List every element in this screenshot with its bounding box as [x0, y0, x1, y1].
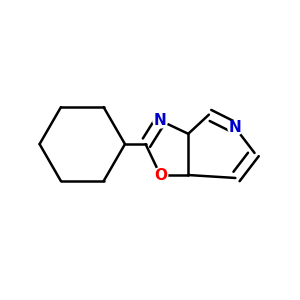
- Text: N: N: [154, 113, 167, 128]
- Ellipse shape: [152, 112, 168, 129]
- Ellipse shape: [227, 120, 244, 136]
- Text: O: O: [154, 167, 167, 182]
- Text: N: N: [229, 120, 242, 135]
- Ellipse shape: [152, 167, 168, 183]
